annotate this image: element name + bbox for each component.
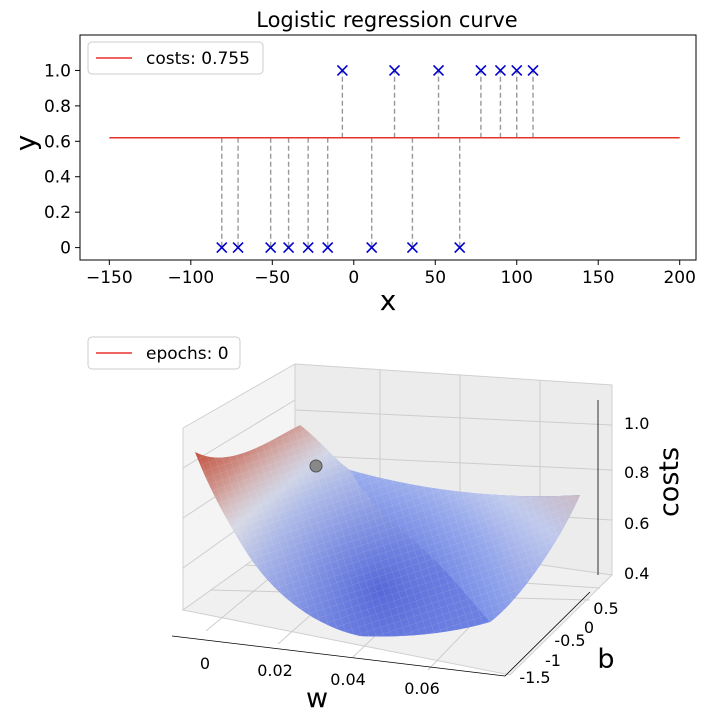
x-tick-label: 50 (424, 268, 446, 288)
y-tick-label: 0.4 (44, 168, 71, 188)
data-point-marker (216, 242, 228, 254)
data-point-marker (432, 64, 445, 76)
data-point-marker (302, 242, 314, 254)
b-tick-label: -1 (545, 651, 561, 670)
data-point-marker (283, 242, 295, 254)
b-axis-line (504, 591, 591, 677)
top-legend-label: costs: 0.755 (146, 49, 250, 69)
bottom-legend-label: epochs: 0 (146, 344, 229, 364)
y-tick-label: 0.8 (44, 97, 71, 117)
x-tick-label: −50 (254, 268, 290, 288)
top-residual-lines (221, 70, 534, 248)
surface-chart: 0 0.02 0.04 0.06 0.5 0 -0.5 -1 -1.5 1.0 … (87, 336, 685, 714)
w-axis-label: w (306, 683, 328, 714)
z-tick-label: 1.0 (624, 414, 649, 433)
b-axis-label: b (597, 644, 614, 675)
top-chart-title: Logistic regression curve (256, 8, 517, 32)
x-tick-label: −150 (86, 268, 133, 288)
cost-surface (195, 425, 580, 637)
b-tick-label: -0.5 (554, 631, 585, 650)
data-point-marker (494, 64, 507, 76)
surface-mesh (195, 425, 580, 637)
x-tick-label: 100 (501, 268, 533, 288)
x-tick-label: 150 (582, 268, 614, 288)
z-tick-label: 0.8 (624, 463, 649, 482)
top-legend: costs: 0.755 (87, 41, 264, 75)
data-point-marker (336, 64, 348, 76)
w-tick-label: 0.06 (404, 679, 440, 698)
b-ticks: 0.5 0 -0.5 -1 -1.5 (519, 599, 618, 687)
b-tick-label: 0.5 (593, 599, 618, 618)
data-point-marker (366, 242, 378, 254)
top-legend-box (87, 41, 264, 75)
data-point-marker (454, 242, 466, 254)
top-y-axis-label: y (9, 135, 42, 152)
data-point-marker (527, 64, 539, 76)
z-tick-label: 0.6 (624, 514, 649, 533)
top-x-ticks: −150 −100 −50 0 50 100 150 200 (86, 260, 696, 288)
data-point-marker (265, 242, 277, 254)
w-tick-label: 0.04 (330, 670, 366, 689)
y-tick-label: 1.0 (44, 61, 71, 81)
y-tick-label: 0.6 (44, 132, 71, 152)
x-tick-label: 200 (663, 268, 695, 288)
data-point-marker (406, 242, 419, 254)
w-axis-line (171, 635, 506, 677)
top-x-axis-label: x (380, 284, 397, 317)
bottom-legend-box (87, 336, 241, 370)
top-y-ticks: 0 0.2 0.4 0.6 0.8 1.0 (44, 61, 80, 259)
y-tick-label: 0.2 (44, 203, 71, 223)
x-tick-label: −100 (167, 268, 214, 288)
costs-axis-label: costs (654, 447, 685, 517)
y-tick-label: 0 (60, 239, 71, 259)
z-tick-label: 0.4 (624, 564, 649, 583)
x-tick-label: 0 (348, 268, 359, 288)
data-point-marker (322, 242, 334, 254)
data-point-marker (475, 64, 487, 76)
top-plot-frame (79, 34, 697, 261)
w-tick-label: 0 (200, 654, 210, 673)
top-chart: Logistic regression curve 0 0.2 0.4 0.6 0.8 1… (9, 8, 697, 317)
top-data-points (216, 64, 539, 254)
data-point-marker (232, 242, 244, 254)
bottom-legend: epochs: 0 (87, 336, 241, 370)
z-ticks: 1.0 0.8 0.6 0.4 (624, 414, 649, 583)
w-ticks: 0 0.02 0.04 0.06 (200, 654, 440, 698)
b-tick-label: 0 (584, 618, 594, 637)
b-tick-label: -1.5 (519, 668, 550, 687)
data-point-marker (388, 64, 401, 76)
current-parameter-point (309, 459, 323, 473)
w-tick-label: 0.02 (257, 661, 293, 680)
data-point-marker (511, 64, 523, 76)
